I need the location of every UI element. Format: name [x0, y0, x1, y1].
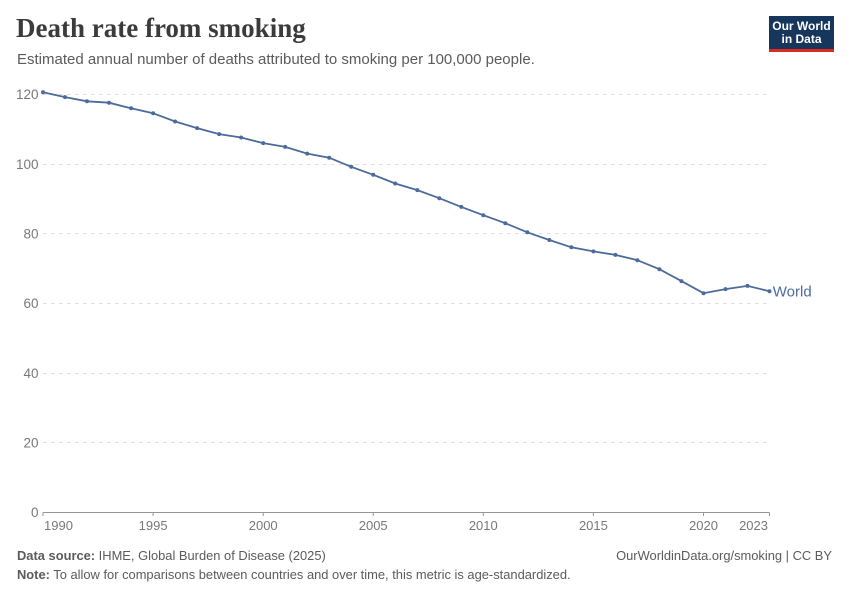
svg-text:2000: 2000 — [249, 518, 278, 533]
svg-text:100: 100 — [16, 157, 39, 172]
svg-text:60: 60 — [23, 296, 38, 311]
svg-text:2010: 2010 — [469, 518, 498, 533]
svg-text:1990: 1990 — [44, 518, 73, 533]
svg-text:World: World — [773, 284, 812, 301]
svg-text:2020: 2020 — [689, 518, 718, 533]
svg-text:40: 40 — [23, 366, 38, 381]
svg-text:2023: 2023 — [739, 518, 768, 533]
svg-text:80: 80 — [23, 227, 38, 242]
svg-text:120: 120 — [16, 87, 39, 102]
svg-text:2005: 2005 — [359, 518, 388, 533]
svg-text:0: 0 — [31, 505, 39, 520]
svg-text:1995: 1995 — [139, 518, 168, 533]
svg-text:20: 20 — [23, 436, 38, 451]
svg-text:2015: 2015 — [579, 518, 608, 533]
